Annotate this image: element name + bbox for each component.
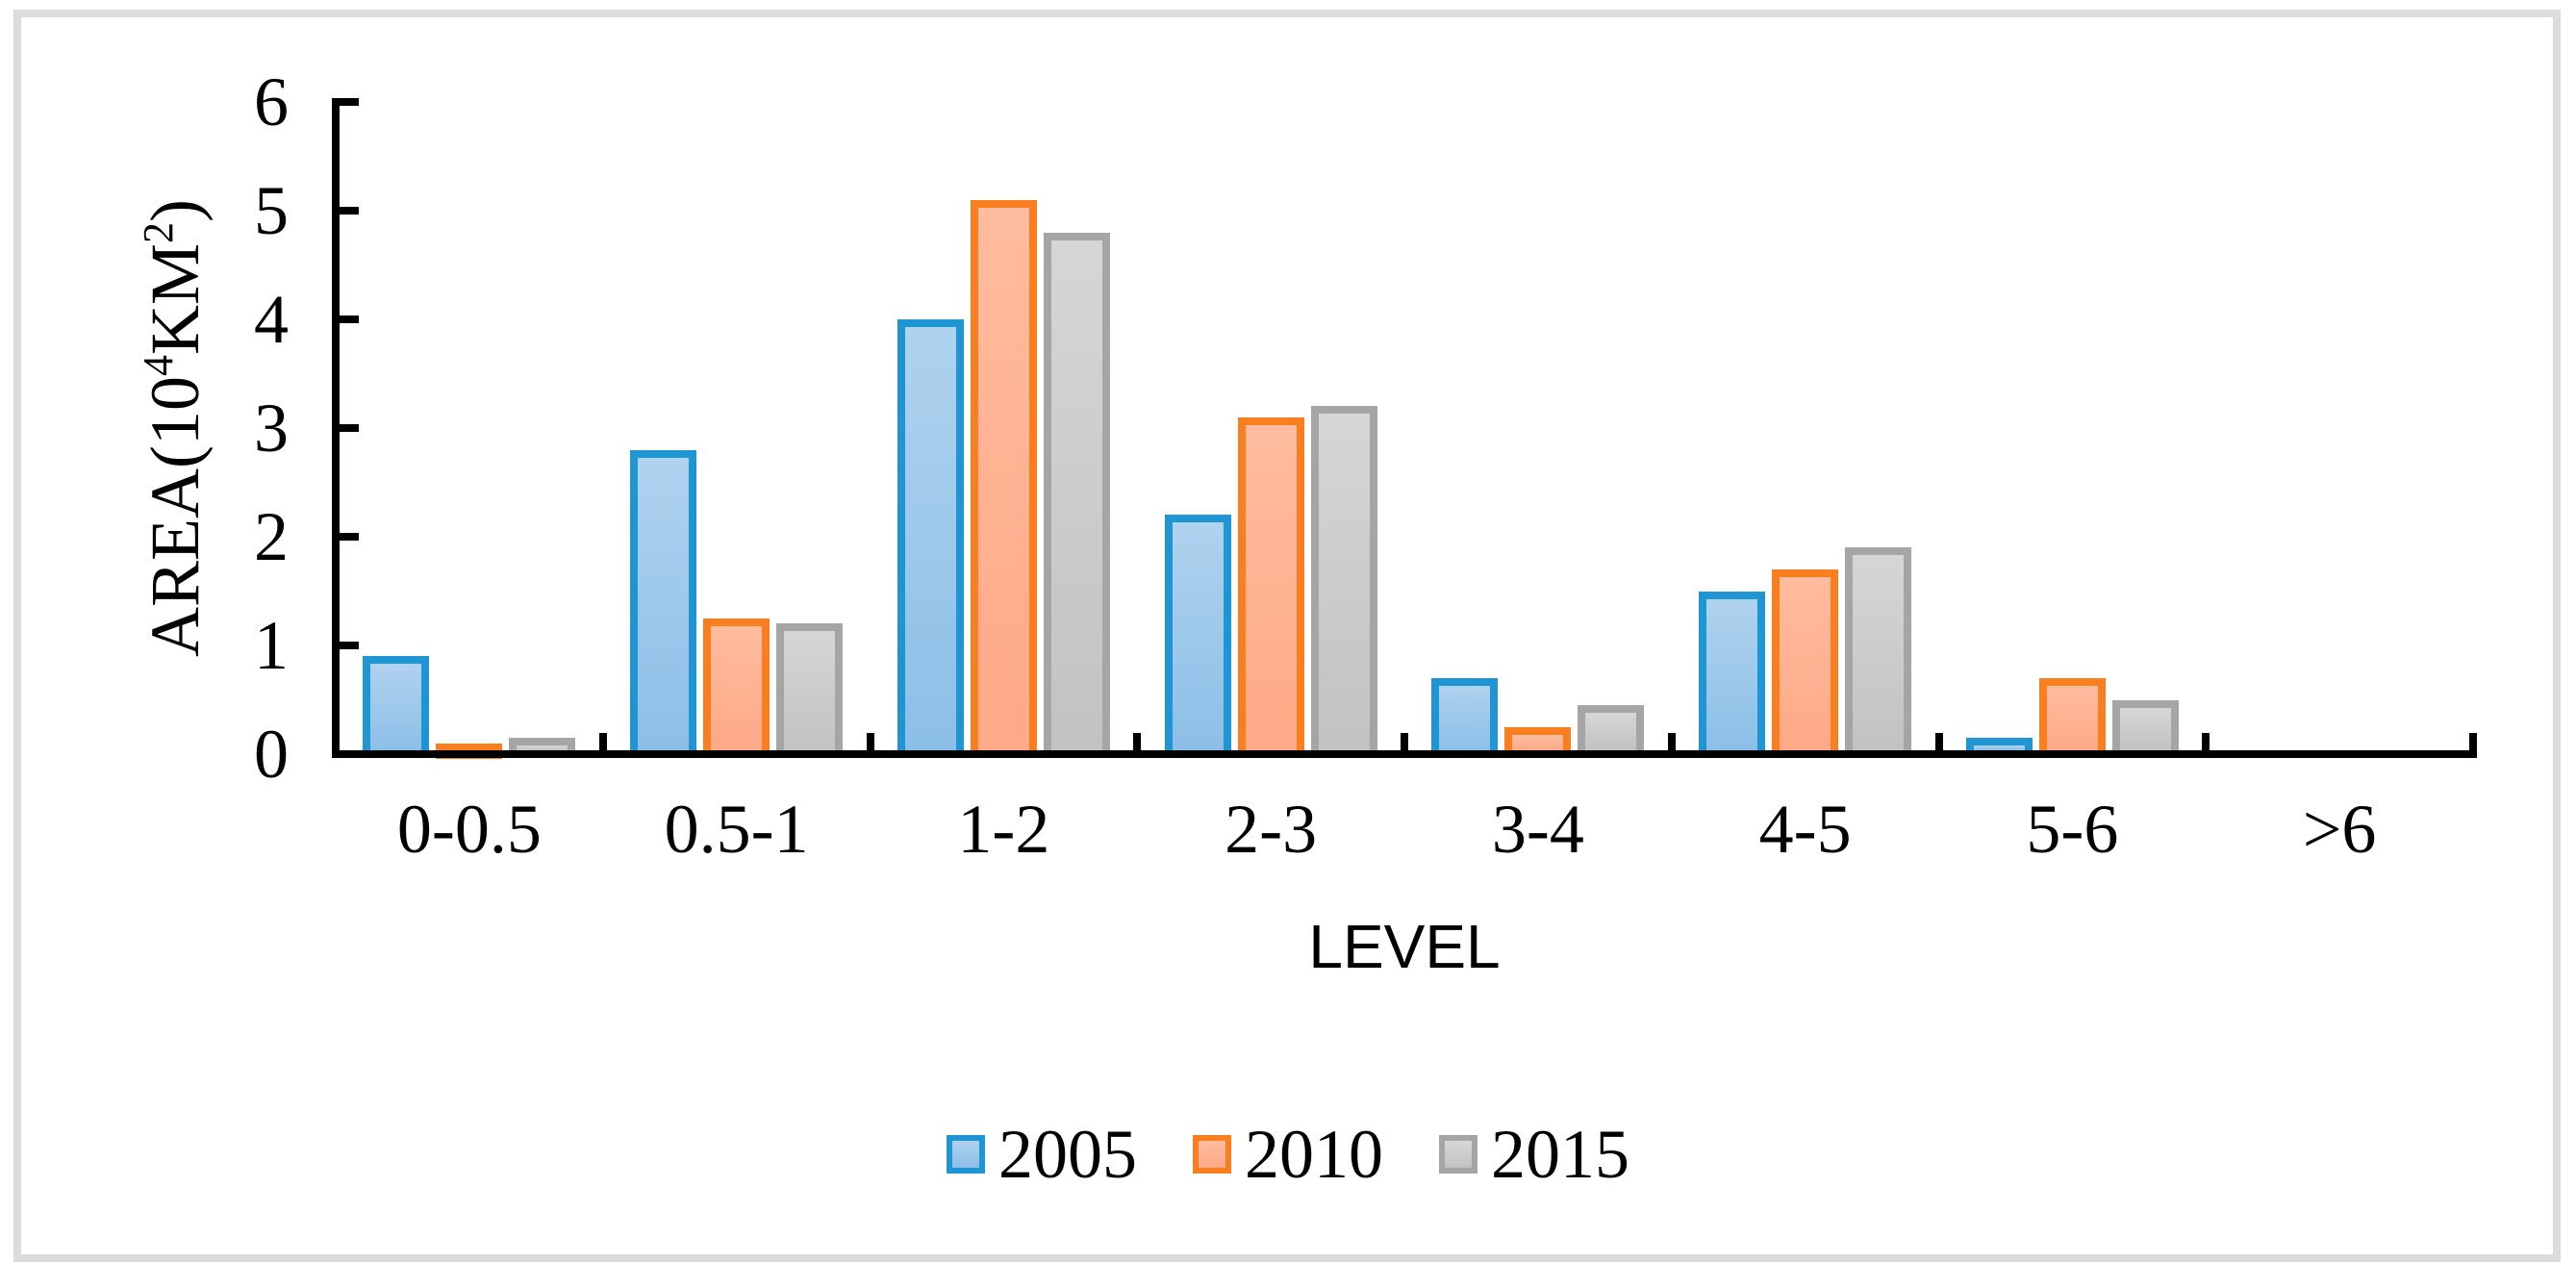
bar-2015-4-5 xyxy=(1845,547,1912,758)
figure-frame xyxy=(13,10,2561,1262)
x-axis-line xyxy=(332,750,2477,758)
x-tick-5 xyxy=(1667,733,1676,750)
y-tick-label-1: 1 xyxy=(254,607,289,684)
bar-2010-1-2 xyxy=(970,200,1037,758)
x-axis-label-2-3: 2-3 xyxy=(1225,791,1318,868)
y-tick-label-5: 5 xyxy=(254,172,289,249)
bar-2005-3-4 xyxy=(1431,678,1499,758)
y-tick-label-4: 4 xyxy=(254,281,289,358)
bar-2010-4-5 xyxy=(1772,569,1839,758)
x-tick-8 xyxy=(2469,733,2477,750)
y-tick-6 xyxy=(340,98,359,106)
y-tick-4 xyxy=(340,316,359,323)
y-axis-title-superscript-4: 4 xyxy=(135,355,182,377)
y-axis-title-mid: KM xyxy=(137,243,214,356)
y-tick-label-6: 6 xyxy=(254,63,289,140)
y-tick-label-2: 2 xyxy=(254,498,289,575)
x-axis-title: LEVEL xyxy=(1308,912,1501,981)
x-axis-label-0.5-1: 0.5-1 xyxy=(664,791,809,868)
legend-item-2015: 2015 xyxy=(1439,1116,1629,1193)
y-axis-title-prefix: AREA(10 xyxy=(137,376,214,657)
legend-item-2010: 2010 xyxy=(1193,1116,1383,1193)
y-tick-label-0: 0 xyxy=(254,716,289,793)
y-axis-title-suffix: ) xyxy=(137,199,214,222)
x-tick-2 xyxy=(866,733,874,750)
bar-2010-2-3 xyxy=(1237,417,1304,758)
x-axis-label-3-4: 3-4 xyxy=(1491,791,1584,868)
legend: 2005 2010 2015 xyxy=(0,1116,2576,1193)
x-tick-6 xyxy=(1934,733,1943,750)
y-tick-label-3: 3 xyxy=(254,390,289,467)
legend-label-2005: 2005 xyxy=(998,1116,1137,1193)
bar-2005-4-5 xyxy=(1699,592,1766,758)
legend-item-2005: 2005 xyxy=(947,1116,1137,1193)
bar-2010-5-6 xyxy=(2038,678,2106,758)
x-tick-3 xyxy=(1133,733,1142,750)
bar-2005-1-2 xyxy=(897,319,964,758)
x-axis-label-5-6: 5-6 xyxy=(2026,791,2119,868)
legend-swatch-2010 xyxy=(1193,1135,1231,1174)
y-tick-3 xyxy=(340,424,359,432)
legend-swatch-2015 xyxy=(1439,1135,1477,1174)
x-tick-1 xyxy=(598,733,607,750)
y-tick-5 xyxy=(340,207,359,215)
bar-2005-2-3 xyxy=(1164,515,1231,758)
y-tick-2 xyxy=(340,533,359,541)
x-axis-label-4-5: 4-5 xyxy=(1758,791,1852,868)
y-tick-1 xyxy=(340,642,359,649)
bar-2010-0.5-1 xyxy=(703,619,770,758)
bar-2005-0-0.5 xyxy=(363,656,430,758)
y-axis-title: AREA(104KM2) xyxy=(115,91,214,765)
x-axis-label->6: >6 xyxy=(2302,791,2377,868)
bar-2015-0.5-1 xyxy=(776,623,844,758)
x-axis-label-1-2: 1-2 xyxy=(957,791,1050,868)
y-axis-title-superscript-2: 2 xyxy=(135,222,182,243)
legend-label-2015: 2015 xyxy=(1491,1116,1629,1193)
legend-label-2010: 2010 xyxy=(1245,1116,1383,1193)
bar-2015-1-2 xyxy=(1043,233,1110,758)
x-axis-label-0-0.5: 0-0.5 xyxy=(396,791,542,868)
x-tick-7 xyxy=(2202,733,2210,750)
x-tick-4 xyxy=(1401,733,1408,750)
y-axis-line xyxy=(332,98,340,758)
legend-swatch-2005 xyxy=(947,1135,985,1174)
bar-2015-5-6 xyxy=(2111,700,2179,758)
bar-2005-0.5-1 xyxy=(630,450,697,758)
bar-2015-2-3 xyxy=(1310,406,1377,758)
